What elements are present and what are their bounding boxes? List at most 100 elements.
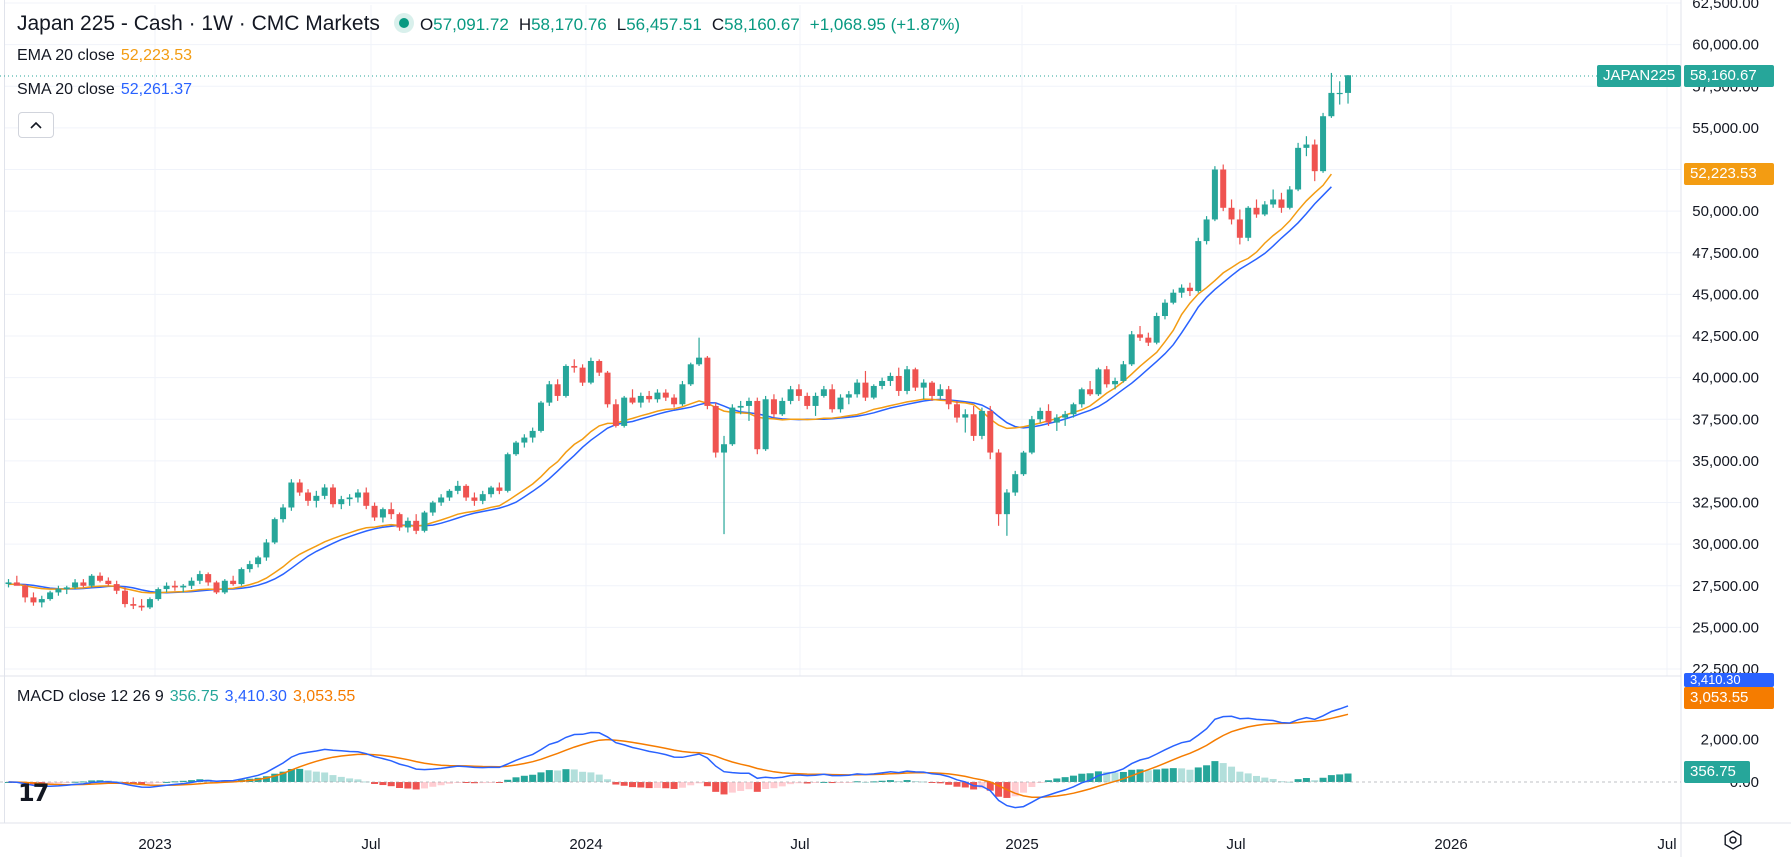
time-tick-label: 2025 <box>1005 836 1038 853</box>
macd-hist-bar <box>96 780 104 782</box>
macd-hist-bar <box>138 782 146 785</box>
macd-hist-bar <box>695 782 703 784</box>
macd-histogram <box>5 761 1352 798</box>
candle-body <box>662 392 669 398</box>
macd-hist-bar <box>803 782 811 784</box>
candle-body <box>363 492 370 506</box>
candle-body <box>55 589 62 593</box>
candle-body <box>288 482 295 508</box>
collapse-legend-button[interactable] <box>18 112 54 138</box>
candle-body <box>1178 287 1185 293</box>
macd-hist-bar <box>354 779 362 782</box>
macd-hist-bar <box>562 769 570 782</box>
price-tick-label: 60,000.00 <box>1692 37 1759 54</box>
macd-line-value: 3,410.30 <box>224 688 287 705</box>
candle-body <box>787 389 794 401</box>
macd-hist-bar <box>1269 778 1277 782</box>
candle-body <box>338 499 345 505</box>
candle-body <box>704 357 711 406</box>
candle-body <box>47 592 54 600</box>
candle-body <box>920 382 927 388</box>
ema-value: 52,223.53 <box>120 47 193 64</box>
macd-hist-bar <box>1319 777 1327 782</box>
candle-body <box>1028 419 1035 453</box>
macd-hist-bar <box>1344 773 1352 782</box>
macd-hist-bar <box>163 781 171 783</box>
macd-hist-bar <box>1136 769 1144 782</box>
macd-hist-bar <box>895 781 903 783</box>
candle-body <box>1295 147 1302 190</box>
candle-body <box>105 580 112 585</box>
price-tick-label: 62,500.00 <box>1692 0 1759 12</box>
macd-hist-bar <box>479 782 487 784</box>
macd-hist-bar <box>653 782 661 788</box>
candle-body <box>313 495 320 501</box>
macd-hist-bar <box>645 782 653 789</box>
candle-body <box>63 587 70 590</box>
candle-body <box>587 360 594 383</box>
candle-body <box>537 402 544 431</box>
chart-title: Japan 225 - Cash · 1W · CMC Markets <box>17 12 380 35</box>
price-grid <box>5 2 1681 676</box>
gear-icon[interactable] <box>1722 829 1744 851</box>
price-tick-label: 55,000.00 <box>1692 120 1759 137</box>
ema-legend[interactable]: EMA 20 close 52,223.53 <box>17 47 198 65</box>
candle-body <box>1320 116 1327 172</box>
candle-body <box>1328 92 1335 117</box>
candle-body <box>88 575 95 586</box>
macd-hist-bar <box>529 774 537 782</box>
macd-hist-bar <box>587 772 595 782</box>
candle-body <box>854 382 861 395</box>
sma-legend[interactable]: SMA 20 close 52,261.37 <box>17 81 198 99</box>
candle-body <box>221 580 228 593</box>
candle-body <box>804 395 811 406</box>
candle-body <box>1037 410 1044 420</box>
macd-hist-bar <box>703 782 711 787</box>
macd-hist-bar <box>604 779 612 782</box>
candle-body <box>521 437 528 443</box>
candle-body <box>970 414 977 436</box>
candle-body <box>995 452 1002 515</box>
macd-hist-bar <box>312 771 320 782</box>
macd-hist-bar <box>911 781 919 783</box>
candle-body <box>230 580 237 585</box>
tradingview-logo[interactable]: 17 <box>18 779 49 807</box>
sma-value: 52,261.37 <box>120 81 193 98</box>
macd-hist-bar <box>737 782 745 791</box>
macd-hist-bar <box>570 769 578 782</box>
candle-body <box>1286 189 1293 208</box>
macd-hist-bar <box>188 780 196 782</box>
candle-body <box>745 400 752 406</box>
macd-hist-bar <box>1253 775 1260 782</box>
candle-body <box>737 405 744 408</box>
candle-body <box>504 454 511 491</box>
candle-body <box>404 520 411 528</box>
macd-hist-bar <box>1178 768 1186 782</box>
macd-hist-tag: 356.75 <box>1684 761 1750 783</box>
time-tick-label: Jul <box>1226 836 1245 853</box>
macd-hist-bar <box>1236 771 1244 782</box>
candle-body <box>271 519 278 543</box>
candle-body <box>596 360 603 373</box>
macd-hist-bar <box>745 782 753 790</box>
macd-line-tag: 3,410.30 <box>1684 673 1774 687</box>
macd-legend[interactable]: MACD close 12 26 9 356.75 3,410.30 3,053.55 <box>17 688 361 706</box>
macd-hist-bar <box>787 782 795 785</box>
macd-hist-bar <box>812 782 820 783</box>
macd-hist-bar <box>670 782 678 789</box>
symbol-legend[interactable]: Japan 225 - Cash · 1W · CMC Markets O57,0… <box>17 12 970 36</box>
candle-body <box>1211 169 1218 220</box>
candle-body <box>1311 144 1318 172</box>
macd-hist-bar <box>346 778 354 782</box>
low-label: L <box>616 15 627 34</box>
candle-body <box>463 485 470 498</box>
candle-body <box>1153 316 1160 343</box>
candle-body <box>72 582 79 588</box>
macd-hist-bar <box>304 770 312 782</box>
candle-body <box>1261 204 1268 215</box>
candle-body <box>754 400 761 450</box>
macd-hist-bar <box>512 777 520 782</box>
candle-body <box>845 394 852 398</box>
ema-price-tag: 52,223.53 <box>1684 163 1774 185</box>
